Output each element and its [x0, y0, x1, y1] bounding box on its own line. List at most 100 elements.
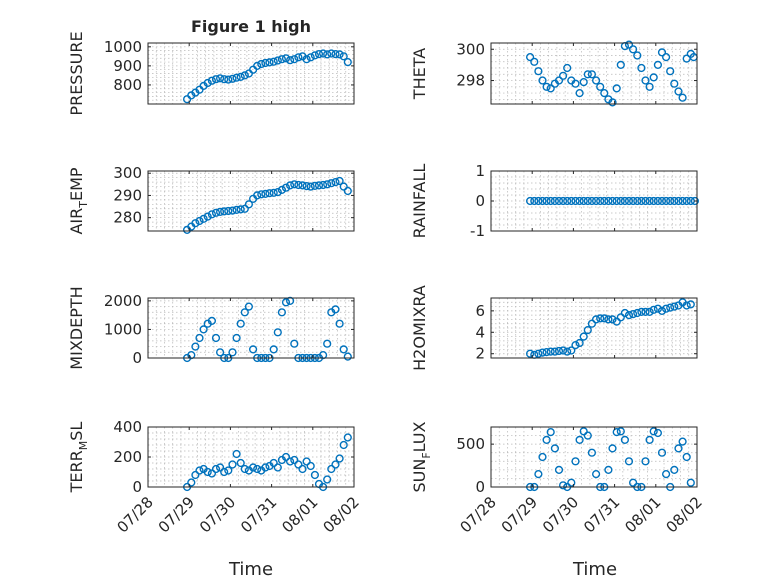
- data-point: [624, 40, 634, 49]
- data-point: [563, 63, 572, 73]
- data-point: [608, 315, 617, 324]
- data-point: [554, 76, 564, 85]
- y-tick-label: 4: [475, 323, 485, 341]
- data-point: [294, 180, 303, 190]
- data-point: [653, 196, 663, 206]
- data-point: [253, 464, 262, 474]
- axes-box: [147, 170, 355, 232]
- data-point: [641, 457, 650, 466]
- data-point: [666, 303, 675, 312]
- data-point: [558, 346, 568, 355]
- data-point: [596, 314, 605, 323]
- data-point: [604, 465, 613, 475]
- data-point: [682, 452, 691, 462]
- data-point: [554, 465, 564, 475]
- data-point: [220, 75, 229, 84]
- data-point: [525, 349, 535, 358]
- data-point: [302, 55, 311, 64]
- data-point: [674, 444, 683, 453]
- data-point: [538, 76, 547, 85]
- data-point: [587, 196, 597, 206]
- data-point: [674, 87, 683, 96]
- plot-area: [148, 427, 354, 487]
- y-axis-label: SUNFLUX: [410, 421, 433, 492]
- data-point: [232, 449, 241, 459]
- data-point: [620, 308, 630, 318]
- data-point: [579, 332, 588, 341]
- data-point: [637, 196, 646, 206]
- plot-area: [491, 298, 697, 358]
- data-point: [290, 180, 299, 189]
- y-tick-label: 280: [113, 209, 142, 227]
- data-point: [290, 55, 299, 64]
- data-point: [649, 427, 658, 436]
- data-point: [236, 458, 245, 468]
- data-point: [323, 180, 332, 189]
- data-point: [207, 316, 217, 326]
- data-point: [583, 70, 592, 79]
- y-tick-label: 900: [113, 57, 142, 75]
- data-point: [306, 53, 315, 62]
- data-point: [261, 58, 270, 68]
- data-point: [550, 444, 560, 453]
- data-point: [240, 464, 249, 474]
- data-point: [530, 57, 539, 66]
- data-point: [331, 460, 340, 469]
- y-tick-label: 1000: [104, 38, 142, 56]
- plot-area: [491, 43, 697, 104]
- data-point: [195, 216, 204, 226]
- data-point: [335, 50, 344, 59]
- data-point: [273, 328, 282, 337]
- data-point: [228, 348, 237, 357]
- data-point: [571, 196, 580, 206]
- data-point: [641, 76, 650, 85]
- data-point: [191, 470, 200, 480]
- data-point: [587, 319, 597, 328]
- data-point: [244, 302, 254, 311]
- subplot-h2omixra: 2 4 6 H2OMIXRA: [410, 285, 698, 371]
- data-point: [273, 463, 282, 472]
- data-point: [670, 465, 679, 475]
- data-point: [240, 71, 249, 80]
- y-tick-label: 300: [456, 40, 485, 58]
- data-point: [633, 196, 642, 206]
- data-point: [628, 478, 638, 487]
- data-point: [525, 196, 535, 206]
- data-point: [690, 196, 700, 206]
- data-point: [211, 333, 221, 343]
- data-point: [558, 196, 568, 206]
- data-point: [343, 352, 352, 361]
- data-point: [339, 182, 348, 191]
- data-point: [199, 214, 208, 223]
- data-point: [686, 300, 695, 309]
- data-point: [306, 461, 315, 471]
- data-point: [612, 196, 621, 206]
- data-point: [579, 77, 588, 87]
- data-point: [319, 49, 328, 58]
- data-point: [203, 212, 212, 221]
- data-point: [534, 349, 543, 358]
- y-axis-label: TERRMSL: [67, 422, 90, 494]
- data-point: [269, 345, 278, 354]
- data-point: [616, 196, 625, 206]
- data-point: [554, 346, 564, 356]
- data-point: [645, 435, 654, 445]
- data-point: [596, 196, 605, 206]
- data-point: [232, 73, 241, 82]
- data-point: [628, 196, 638, 206]
- y-tick-label: 2: [475, 345, 485, 363]
- data-point: [310, 470, 320, 480]
- data-point: [281, 452, 291, 462]
- data-point: [211, 464, 221, 474]
- data-point: [257, 190, 266, 199]
- y-tick-label: 0: [132, 478, 142, 496]
- data-point: [571, 341, 580, 350]
- data-point: [310, 181, 320, 191]
- data-point: [575, 196, 584, 206]
- data-point: [191, 219, 200, 228]
- data-point: [199, 325, 208, 334]
- data-point: [657, 48, 667, 57]
- series-rainfall: [525, 196, 700, 206]
